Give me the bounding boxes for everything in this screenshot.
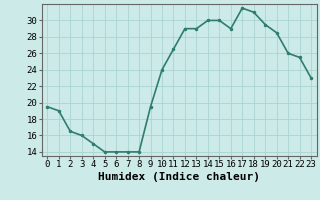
X-axis label: Humidex (Indice chaleur): Humidex (Indice chaleur): [98, 172, 260, 182]
